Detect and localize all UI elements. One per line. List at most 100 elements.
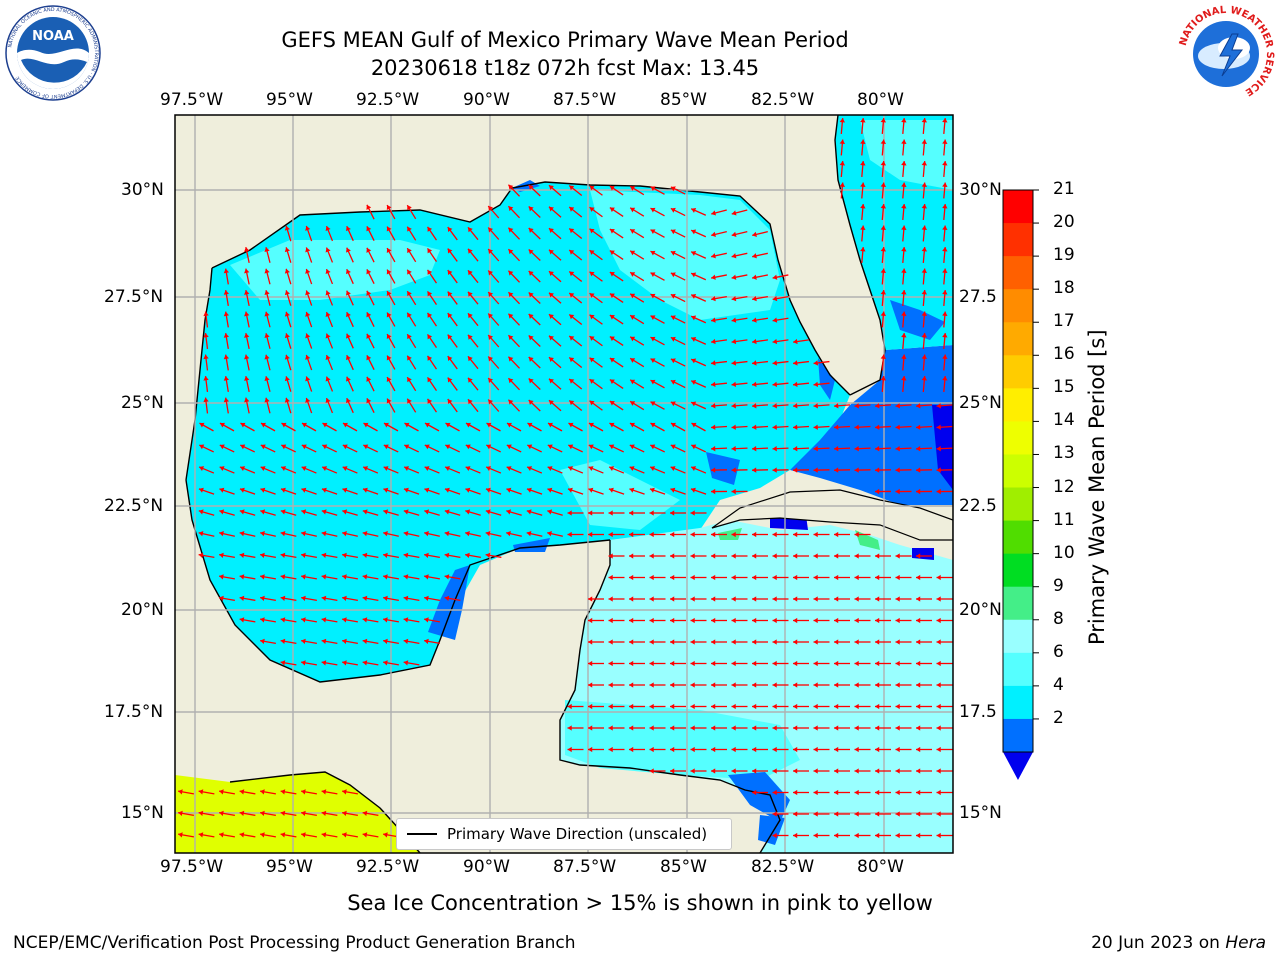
wave-direction-arrow [772, 467, 789, 473]
wave-direction-arrow [860, 160, 866, 178]
wave-direction-arrow [752, 553, 768, 559]
colorbar-segment [1003, 289, 1033, 323]
wave-direction-arrow [321, 574, 338, 580]
wave-direction-arrow [444, 531, 461, 537]
wave-direction-arrow [875, 703, 891, 710]
wave-direction-arrow [383, 466, 399, 474]
wave-direction-arrow [916, 789, 932, 796]
wave-direction-arrow [223, 268, 230, 285]
wave-direction-arrow [301, 531, 317, 537]
wave-direction-arrow [690, 272, 707, 281]
wave-direction-arrow [346, 397, 354, 414]
colorbar-segment [1003, 256, 1033, 290]
colorbar-segment [1003, 454, 1033, 489]
colorbar-tick-label: 13 [1053, 443, 1075, 464]
wave-direction-arrow [813, 403, 830, 409]
wave-direction-arrow [936, 596, 953, 602]
wave-direction-arrow [901, 182, 907, 199]
wave-direction-arrow [854, 746, 871, 753]
wave-direction-arrow [386, 333, 396, 349]
wave-direction-arrow [854, 596, 871, 602]
colorbar-tick-label: 16 [1053, 344, 1075, 365]
wave-direction-arrow [507, 313, 521, 326]
wave-direction-arrow [752, 639, 768, 645]
wave-direction-arrow [691, 422, 706, 432]
wave-direction-arrow [528, 378, 541, 390]
wave-direction-arrow [895, 488, 912, 495]
colorbar-extend-triangle [1003, 752, 1033, 780]
wave-direction-arrow [649, 466, 666, 474]
wave-direction-arrow [629, 357, 645, 368]
wave-direction-arrow [568, 227, 583, 240]
wave-direction-arrow [609, 336, 624, 346]
wave-direction-arrow [629, 250, 645, 260]
wave-direction-arrow [386, 376, 396, 392]
wave-direction-arrow [901, 354, 907, 371]
wave-direction-arrow [629, 444, 645, 453]
wave-direction-arrow [548, 227, 562, 240]
wave-direction-arrow [362, 617, 379, 623]
wave-direction-arrow [936, 832, 953, 839]
wave-direction-arrow [321, 466, 338, 474]
wave-direction-arrow [690, 251, 707, 259]
wave-direction-arrow [426, 398, 438, 413]
wave-direction-arrow [880, 311, 886, 328]
wave-direction-arrow [244, 290, 250, 306]
wave-direction-arrow [690, 380, 707, 388]
wave-direction-arrow [691, 444, 706, 453]
wave-direction-arrow [915, 467, 933, 473]
wave-direction-arrow [772, 274, 789, 280]
wave-direction-arrow [223, 311, 230, 328]
wave-direction-arrow [608, 466, 625, 474]
wave-direction-arrow [942, 289, 948, 307]
wave-direction-arrow [921, 246, 927, 264]
wave-direction-arrow [772, 360, 789, 366]
wave-direction-arrow [670, 725, 686, 731]
wave-direction-arrow [527, 444, 542, 453]
wave-direction-arrow [650, 272, 665, 281]
wave-direction-arrow [860, 203, 866, 221]
wave-direction-arrow [386, 290, 396, 306]
wave-direction-arrow [731, 317, 748, 323]
wave-direction-arrow [649, 510, 666, 516]
wave-direction-arrow [915, 424, 933, 430]
wave-direction-arrow [444, 552, 461, 559]
wave-direction-arrow [670, 660, 686, 667]
wave-direction-arrow [629, 228, 645, 239]
wave-direction-arrow [875, 596, 891, 602]
wave-direction-arrow [528, 270, 541, 283]
wave-direction-arrow [198, 531, 215, 537]
wave-direction-arrow [921, 268, 927, 285]
wave-direction-arrow [346, 268, 354, 285]
wave-direction-arrow [264, 397, 271, 414]
lon-tick-label: 82.5°W [751, 857, 815, 877]
wave-direction-arrow [325, 311, 334, 328]
wave-direction-arrow [386, 398, 396, 413]
wave-direction-arrow [506, 487, 522, 495]
colorbar-segment [1003, 223, 1033, 257]
wave-direction-arrow [406, 376, 417, 392]
wave-direction-arrow [629, 596, 645, 602]
wave-direction-arrow [608, 553, 625, 559]
wave-direction-arrow [752, 660, 768, 667]
wave-direction-arrow [834, 811, 850, 817]
wave-direction-arrow [444, 509, 461, 516]
wave-direction-arrow [447, 334, 458, 348]
wave-direction-arrow [280, 789, 297, 795]
wave-direction-arrow [346, 247, 354, 263]
wave-direction-arrow [629, 510, 645, 516]
lon-tick-label: 85°W [660, 857, 707, 877]
wave-direction-arrow [467, 334, 479, 348]
wave-direction-arrow [650, 293, 665, 303]
colorbar-tick-label: 9 [1053, 575, 1064, 596]
wave-direction-arrow [901, 375, 907, 393]
wave-direction-arrow [363, 422, 378, 432]
wave-direction-arrow [426, 312, 438, 327]
wave-direction-arrow [426, 248, 438, 262]
wave-direction-arrow [860, 182, 866, 199]
wave-direction-arrow [342, 487, 358, 495]
wave-direction-arrow [342, 466, 358, 474]
wave-direction-arrow [670, 336, 686, 346]
wave-direction-arrow [901, 160, 907, 178]
wave-direction-arrow [507, 205, 521, 219]
